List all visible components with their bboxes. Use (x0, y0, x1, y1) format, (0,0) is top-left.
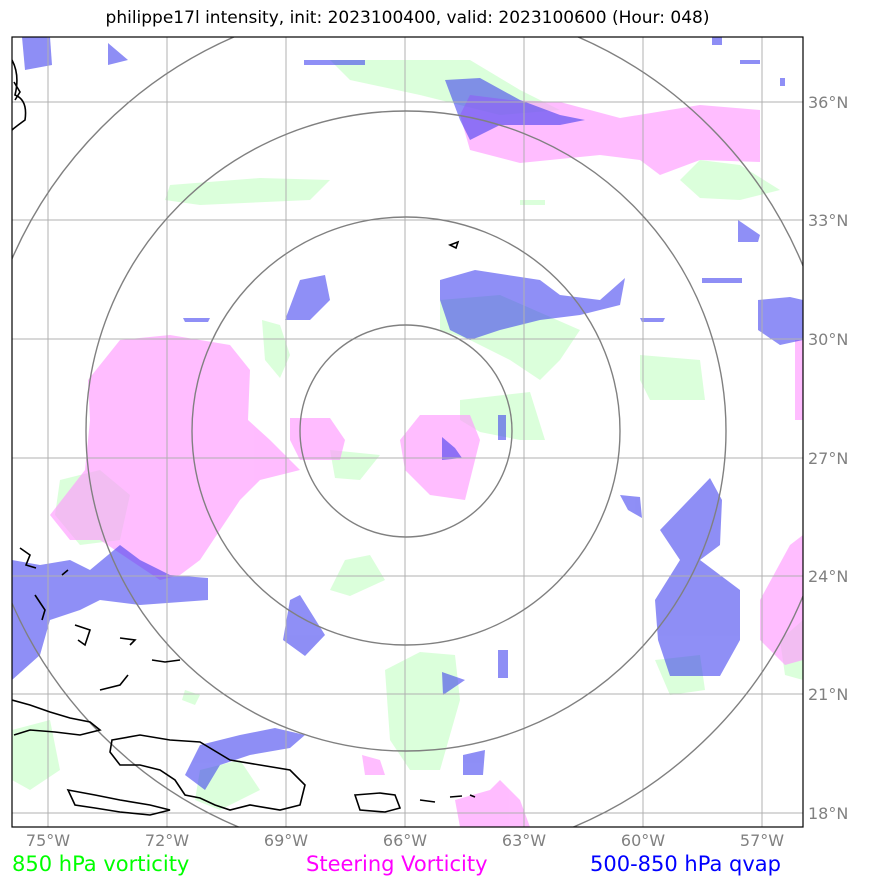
map-title: philippe17l intensity, init: 2023100400,… (105, 8, 710, 28)
coastlines (12, 59, 476, 816)
lon-tick: 57°W (740, 831, 784, 850)
longitude-ticks: 75°W 72°W 69°W 66°W 63°W 60°W 57°W (26, 831, 784, 850)
range-rings (12, 37, 803, 827)
legend-850-vorticity: 850 hPa vorticity (12, 852, 190, 876)
legend-qvap: 500-850 hPa qvap (590, 852, 781, 876)
lat-tick: 24°N (808, 567, 848, 586)
map-frame (11, 36, 804, 828)
latitude-ticks: 36°N 33°N 30°N 27°N 24°N 21°N 18°N (808, 93, 848, 823)
lon-tick: 60°W (621, 831, 665, 850)
lat-tick: 21°N (808, 685, 848, 704)
lat-tick: 36°N (808, 93, 848, 112)
lon-tick: 66°W (383, 831, 427, 850)
range-ring-3deg (299, 324, 513, 538)
lat-tick: 18°N (808, 804, 848, 823)
lon-tick: 72°W (145, 831, 189, 850)
range-ring-6deg (191, 216, 621, 646)
lat-tick: 30°N (808, 330, 848, 349)
gridlines (12, 37, 803, 827)
legend-steering-vorticity: Steering Vorticity (306, 852, 488, 876)
lon-tick: 69°W (264, 831, 308, 850)
lon-tick: 63°W (502, 831, 546, 850)
blue-qvap-layer (12, 37, 803, 790)
lat-tick: 33°N (808, 211, 848, 230)
lat-tick: 27°N (808, 449, 848, 468)
range-ring-9deg (85, 110, 727, 752)
lon-tick: 75°W (26, 831, 70, 850)
